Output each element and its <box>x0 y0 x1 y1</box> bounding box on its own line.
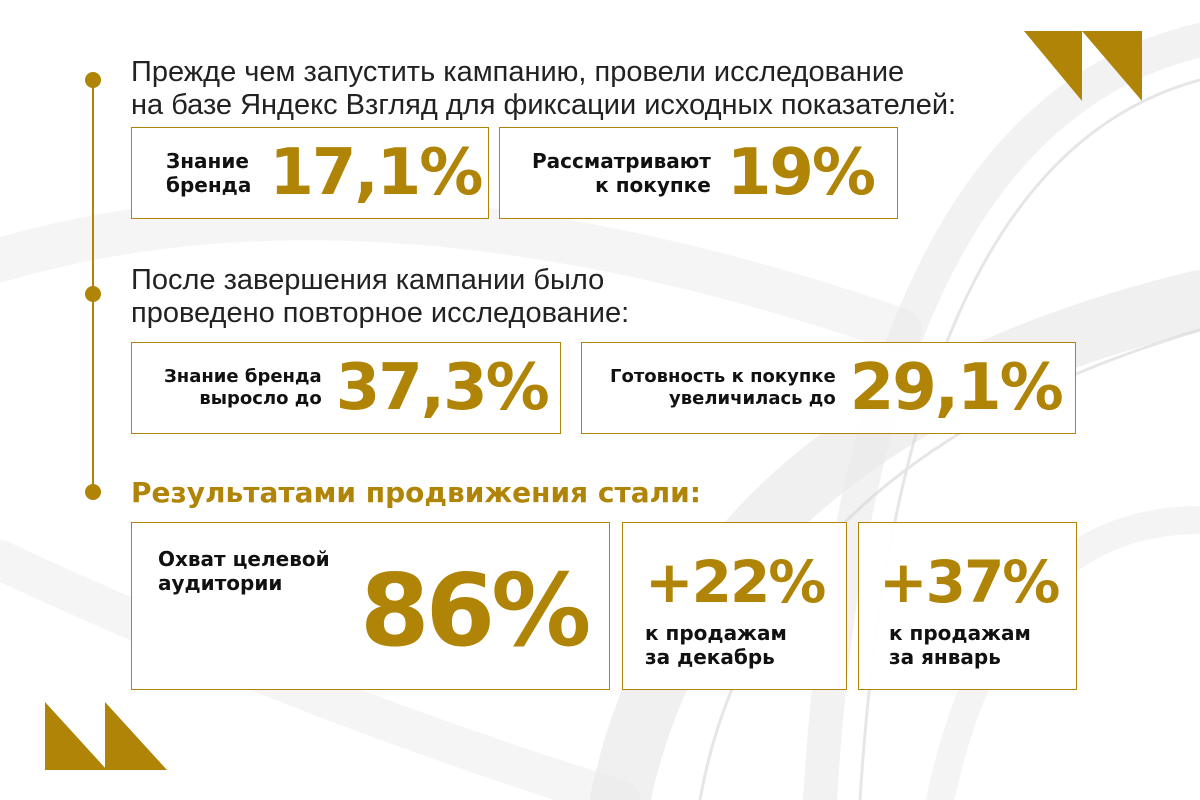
section3-heading: Результатами продвижения стали: <box>131 476 701 509</box>
stat-value: 17,1% <box>269 136 483 210</box>
stat-label: Охват целевой аудитории <box>158 547 330 595</box>
section2-heading: После завершения кампании было проведено… <box>131 264 629 330</box>
stat-value: 29,1% <box>849 351 1064 425</box>
stat-value: 37,3% <box>335 351 550 425</box>
timeline-dot-2 <box>85 286 101 302</box>
stat-card-consideration-before: Рассматривают к покупке 19% <box>499 127 898 219</box>
section2-heading-line2: проведено повторное исследование: <box>131 297 630 329</box>
stat-value: 19% <box>726 136 876 210</box>
stat-card-sales-january: +37% к продажам за январь <box>858 522 1077 690</box>
stat-label: к продажам за январь <box>889 621 1031 669</box>
section1-heading-line2: на базе Яндекс Взгляд для фиксации исход… <box>131 89 957 121</box>
section2-heading-line1: После завершения кампании было <box>131 264 605 296</box>
stat-label: Готовность к покупке увеличилась до <box>610 366 836 409</box>
corner-bottom-icon <box>45 702 167 770</box>
corner-top-icon <box>1024 31 1142 101</box>
stat-label: к продажам за декабрь <box>645 621 787 669</box>
stat-card-readiness-after: Готовность к покупке увеличилась до 29,1… <box>581 342 1076 434</box>
stat-value: +22% <box>645 548 826 616</box>
timeline-dot-1 <box>85 72 101 88</box>
stat-label: Рассматривают к покупке <box>532 149 711 197</box>
stat-label: Знание бренда выросло до <box>164 366 322 409</box>
stat-value: 86% <box>360 552 591 669</box>
timeline-line <box>92 78 94 492</box>
section1-heading: Прежде чем запустить кампанию, провели и… <box>131 56 956 122</box>
stat-card-awareness-before: Знание бренда 17,1% <box>131 127 489 219</box>
stat-card-sales-december: +22% к продажам за декабрь <box>622 522 847 690</box>
timeline-dot-3 <box>85 484 101 500</box>
stat-label: Знание бренда <box>166 149 252 197</box>
stat-card-awareness-after: Знание бренда выросло до 37,3% <box>131 342 561 434</box>
stat-value: +37% <box>879 548 1060 616</box>
stat-card-reach: Охват целевой аудитории 86% <box>131 522 610 690</box>
section1-heading-line1: Прежде чем запустить кампанию, провели и… <box>131 56 905 88</box>
